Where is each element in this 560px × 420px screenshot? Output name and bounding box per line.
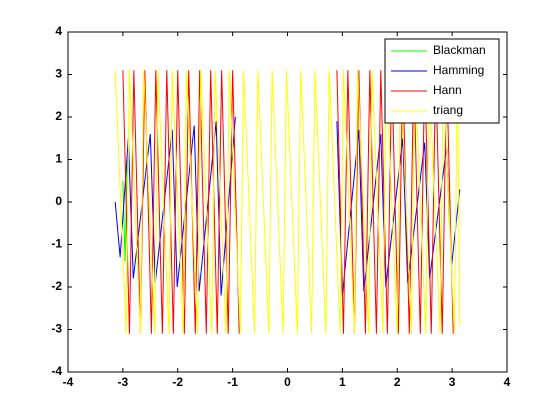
legend-label: Hamming xyxy=(433,63,484,77)
y-tick-label: -4 xyxy=(51,364,62,378)
y-tick-label: 0 xyxy=(55,194,62,208)
y-tick-label: -3 xyxy=(51,322,62,336)
y-tick-label: 2 xyxy=(55,109,62,123)
x-tick-label: 3 xyxy=(449,375,456,389)
series-line xyxy=(114,70,461,334)
y-tick-label: 1 xyxy=(55,152,62,166)
x-tick-label: -1 xyxy=(227,375,238,389)
x-tick-label: 4 xyxy=(504,375,511,389)
x-tick-label: 2 xyxy=(394,375,401,389)
y-tick-label: 4 xyxy=(55,24,62,38)
x-tick-label: -2 xyxy=(172,375,183,389)
y-tick-label: 3 xyxy=(55,67,62,81)
legend-label: Hann xyxy=(433,83,462,97)
legend-label: Blackman xyxy=(433,43,486,57)
x-tick-label: 0 xyxy=(284,375,291,389)
series-line xyxy=(122,70,454,334)
x-tick-label: 1 xyxy=(339,375,346,389)
x-tick-label: -4 xyxy=(63,375,74,389)
x-tick-label: -3 xyxy=(118,375,129,389)
legend-box xyxy=(384,38,500,124)
y-tick-label: -2 xyxy=(51,279,62,293)
legend: Blackman Hamming Hann triang xyxy=(384,38,500,124)
y-tick-label: -1 xyxy=(51,237,62,251)
legend-label: triang xyxy=(433,103,463,117)
